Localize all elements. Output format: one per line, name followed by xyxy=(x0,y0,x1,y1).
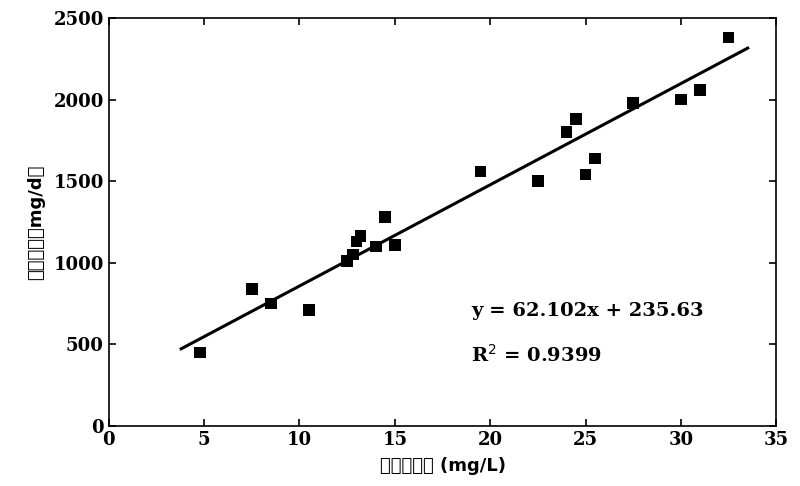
Point xyxy=(560,128,573,136)
Point xyxy=(194,348,206,356)
Point xyxy=(370,243,382,250)
Point xyxy=(346,251,359,259)
Point xyxy=(579,171,592,178)
Point xyxy=(589,155,602,162)
Y-axis label: 反础化量（mg/d）: 反础化量（mg/d） xyxy=(27,164,45,279)
Point xyxy=(694,86,706,94)
Point xyxy=(246,285,258,293)
Point xyxy=(379,213,392,221)
Text: R$^2$ = 0.9399: R$^2$ = 0.9399 xyxy=(471,344,602,365)
Point xyxy=(570,115,582,123)
Point xyxy=(265,299,278,307)
Point xyxy=(627,99,640,107)
Point xyxy=(531,177,544,185)
Text: y = 62.102x + 235.63: y = 62.102x + 235.63 xyxy=(471,302,704,320)
Point xyxy=(674,96,687,104)
Point xyxy=(350,238,363,245)
Point xyxy=(341,257,354,265)
X-axis label: 确酸盐浓度 (mg/L): 确酸盐浓度 (mg/L) xyxy=(379,457,506,475)
Point xyxy=(302,306,315,314)
Point xyxy=(389,241,402,249)
Point xyxy=(722,34,735,42)
Point xyxy=(474,168,487,175)
Point xyxy=(354,232,367,240)
